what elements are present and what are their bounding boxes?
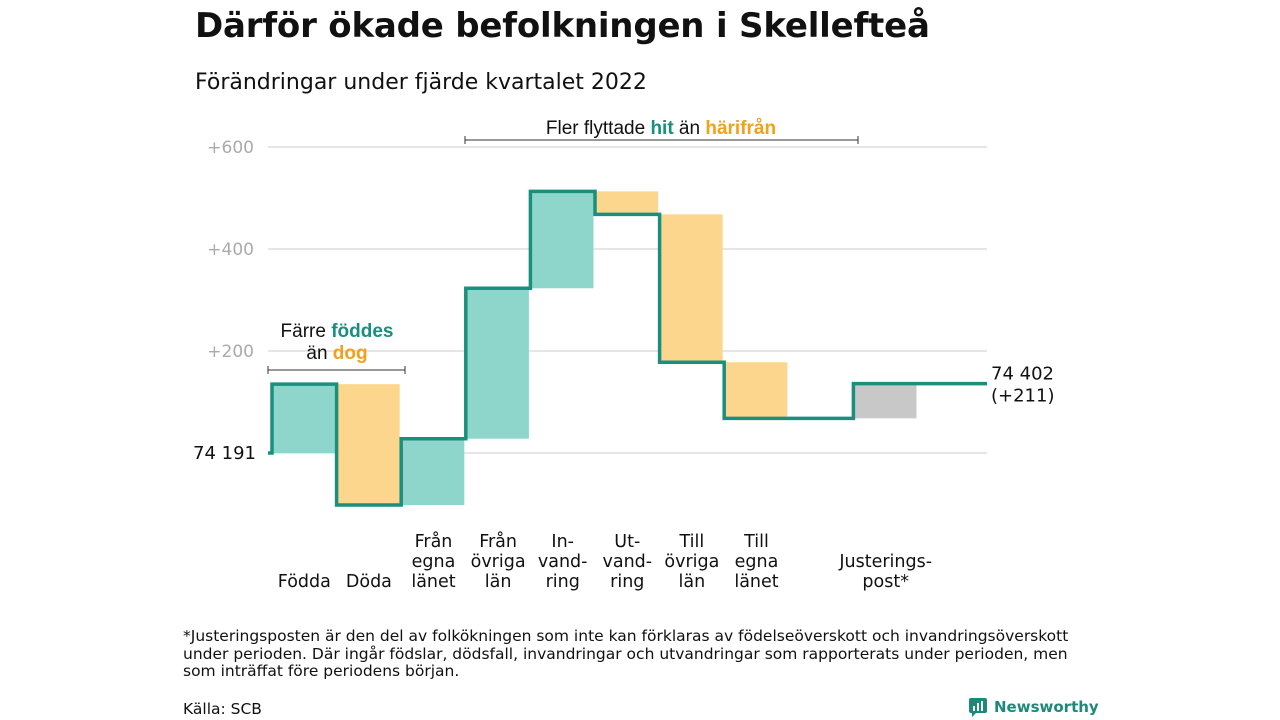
annotation-run: än [306,343,332,364]
bar-negative [338,384,400,506]
chart-title: Därför ökade befolkningen i Skellefteå [195,6,930,46]
bar-adjustment [854,383,917,419]
chart-subtitle: Förändringar under fjärde kvartalet 2022 [195,70,647,95]
brand-logo[interactable]: Newsworthy [968,697,1099,717]
annotation-run: dog [333,343,368,364]
y-tick-label: +400 [207,240,254,260]
cumulative-step-line [268,189,987,507]
category-label: In- [551,532,574,552]
annotation-run: än [674,118,706,139]
newsworthy-logo-icon [969,698,987,717]
bars-layer [273,191,917,506]
category-label: länet [411,572,455,592]
category-label: Döda [346,572,392,592]
category-label: Till [743,532,769,552]
category-label: ring [546,572,580,592]
category-label: Födda [278,572,331,592]
annotation-run: hit [650,118,674,139]
category-label: övriga [664,552,719,572]
category-label: länet [734,572,778,592]
source-label: Källa: SCB [183,700,262,718]
bar-positive [273,384,336,453]
end-value-label: (+211) [991,386,1054,407]
annotation-text: Fler flyttade hit än härifrån [546,118,776,139]
category-label: egna [735,552,779,572]
category-label: Justerings- [838,552,932,572]
category-label: Från [479,531,517,552]
bar-positive [467,288,529,439]
footnote: *Justeringsposten är den del av folkökni… [183,627,1069,680]
category-label: post* [862,572,909,592]
category-label: vand- [602,552,652,572]
category-label: län [485,572,512,592]
category-label: Från [415,531,453,552]
category-label: egna [412,552,456,572]
y-tick-label: +200 [207,342,254,362]
bar-positive [531,191,594,289]
bar-positive [402,438,465,506]
category-label: övriga [471,552,526,572]
category-label: län [679,572,706,592]
bar-negative [725,362,788,419]
bar-negative [661,214,723,363]
category-label: Ut- [614,532,640,552]
category-label: ring [610,572,644,592]
start-value-label: 74 191 [193,443,256,464]
end-value-label: 74 402 [991,364,1054,385]
y-tick-label: +600 [207,138,254,158]
annotation-text: än dog [306,343,367,364]
annotation-run: härifrån [705,118,776,139]
bar-negative [596,191,659,215]
annotation-run: Fler flyttade [546,118,651,139]
category-label: Till [679,532,705,552]
annotation-run: föddes [331,321,393,342]
brand-name: Newsworthy [994,698,1099,716]
annotation-run: Färre [281,321,332,342]
annotation-text: Färre föddes [281,321,394,342]
step-line-layer [268,189,987,507]
category-label: vand- [538,552,588,572]
